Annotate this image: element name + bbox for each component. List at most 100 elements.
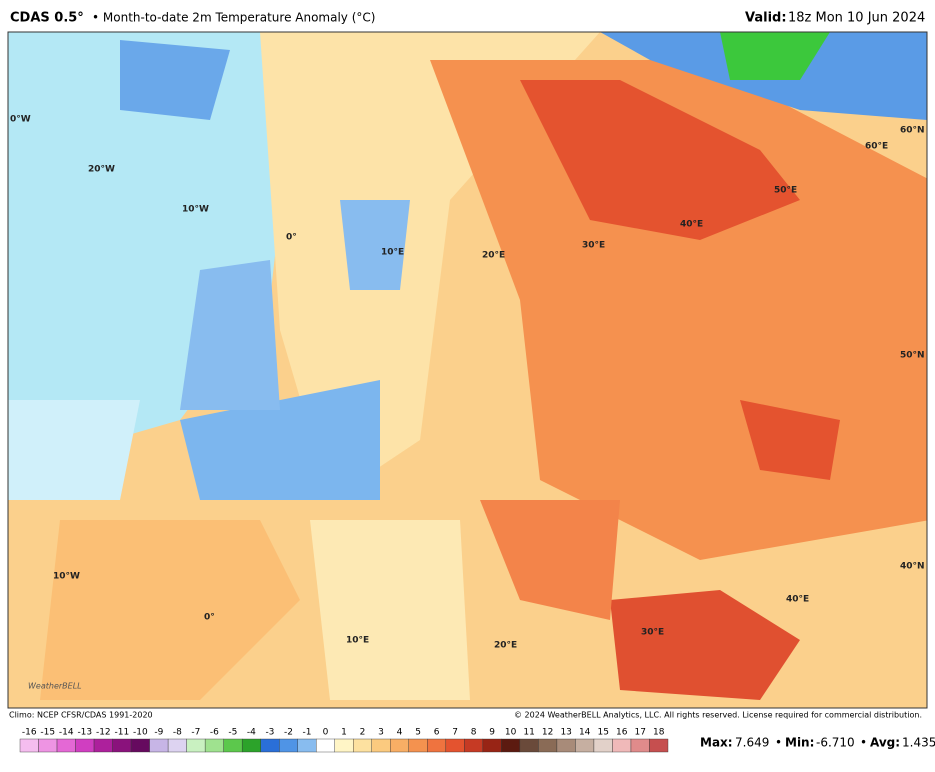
legend-label: -5 <box>228 728 237 738</box>
legend-label: -15 <box>40 728 55 738</box>
legend-swatch <box>482 738 502 753</box>
legend-swatch <box>75 738 95 753</box>
legend-swatch <box>649 738 669 753</box>
graticule-label: 10°E <box>346 636 369 646</box>
graticule-label: 50°N <box>900 351 925 361</box>
min-label: Min: <box>785 736 814 750</box>
legend-swatch <box>38 738 58 753</box>
legend-label: -4 <box>247 728 256 738</box>
legend-label: 10 <box>505 728 517 738</box>
legend-label: -7 <box>191 728 200 738</box>
avg-label: Avg: <box>870 736 900 750</box>
legend-label: 14 <box>579 728 591 738</box>
legend-label: -1 <box>302 728 311 738</box>
legend-swatch <box>279 738 298 753</box>
legend-swatch <box>19 738 39 753</box>
legend-swatch <box>501 738 521 753</box>
legend-label: 18 <box>653 728 665 738</box>
legend-swatch <box>223 738 243 753</box>
legend-label: 12 <box>542 728 553 738</box>
climo: Climo: NCEP CFSR/CDAS 1991-2020 <box>9 711 153 720</box>
legend-label: -2 <box>284 728 293 738</box>
legend-label: -12 <box>96 728 111 738</box>
legend-label: 17 <box>635 728 646 738</box>
legend-swatch <box>334 738 354 753</box>
legend-label: 6 <box>434 728 440 738</box>
legend-swatch <box>56 738 76 753</box>
legend-swatch <box>427 738 447 753</box>
legend-swatch <box>464 738 484 753</box>
graticule-label: 50°E <box>774 186 797 196</box>
legend-swatch <box>593 738 613 753</box>
graticule-label: 60°N <box>900 126 925 136</box>
legend-label: 5 <box>415 728 421 738</box>
legend-swatch <box>260 738 280 753</box>
model: CDAS 0.5° <box>10 11 84 26</box>
legend-label: -6 <box>210 728 219 738</box>
legend-swatch <box>538 738 558 753</box>
legend-label: 7 <box>452 728 458 738</box>
legend-label: 16 <box>616 728 628 738</box>
graticule-label: 40°N <box>900 562 925 572</box>
graticule-label: 10°E <box>381 248 404 258</box>
sep: • <box>775 736 782 750</box>
avg: 1.435 <box>902 736 935 750</box>
legend-swatch <box>167 738 187 753</box>
graticule-label: 30°E <box>582 241 605 251</box>
copyright: © 2024 WeatherBELL Analytics, LLC. All r… <box>514 711 922 720</box>
legend-label: -13 <box>77 728 92 738</box>
legend-swatch <box>204 738 224 753</box>
legend-swatch <box>445 738 465 753</box>
legend-swatch <box>371 738 391 753</box>
legend-label: 2 <box>360 728 366 738</box>
graticule-label: 20°E <box>482 251 505 261</box>
legend-label: 11 <box>523 728 534 738</box>
legend-swatch <box>556 738 576 753</box>
graticule-label: 20°W <box>88 165 115 175</box>
graticule-label: 40°E <box>680 220 703 230</box>
legend-label: -3 <box>265 728 274 738</box>
map: 0°W 20°W 10°W 0° 10°E 20°E 30°E 40°E 50°… <box>7 31 928 709</box>
valid-label: Valid: <box>745 11 787 26</box>
legend-swatch <box>241 738 261 753</box>
legend-swatch <box>130 738 150 753</box>
legend-label: 1 <box>341 728 347 738</box>
graticule-label: 0° <box>286 233 297 243</box>
legend-swatch <box>390 738 409 753</box>
legend-swatch <box>112 738 132 753</box>
sep: • <box>860 736 867 750</box>
legend-swatch <box>93 738 113 753</box>
graticule-label: 0°W <box>10 115 31 125</box>
min: -6.710 <box>816 736 855 750</box>
legend-label: 0 <box>323 728 329 738</box>
legend-swatch <box>149 738 169 753</box>
graticule-label: 20°E <box>494 641 517 651</box>
legend-label: 9 <box>489 728 495 738</box>
graticule-label: 30°E <box>641 628 664 638</box>
legend-label: -10 <box>133 728 148 738</box>
legend-label: 13 <box>560 728 571 738</box>
legend-swatch <box>575 738 595 753</box>
legend-swatch <box>630 738 650 753</box>
legend-label: -16 <box>22 728 37 738</box>
graticule-label: 40°E <box>786 595 809 605</box>
legend-label: 4 <box>397 728 403 738</box>
legend: -16 -15 -14 -13 -12 -11 -10 -9 -8 -7 -6 -5 -4 -3 -2 -1 0… <box>19 728 669 753</box>
max: 7.649 <box>735 736 769 750</box>
legend-label: -9 <box>154 728 163 738</box>
graticule-label: 60°E <box>865 142 888 152</box>
graticule-label: 10°W <box>182 205 209 215</box>
logo: WeatherBELL <box>28 682 82 691</box>
max-label: Max: <box>700 736 733 750</box>
title: • Month-to-date 2m Temperature Anomaly (… <box>92 11 375 25</box>
legend-swatch <box>612 738 632 753</box>
legend-swatch <box>519 738 539 753</box>
legend-label: -8 <box>173 728 182 738</box>
legend-swatch <box>353 738 372 753</box>
legend-swatch <box>297 738 317 753</box>
legend-swatch <box>186 738 206 753</box>
legend-label: -14 <box>59 728 74 738</box>
valid-time: 18z Mon 10 Jun 2024 <box>788 11 925 26</box>
legend-label: 15 <box>597 728 608 738</box>
legend-label: 8 <box>471 728 477 738</box>
